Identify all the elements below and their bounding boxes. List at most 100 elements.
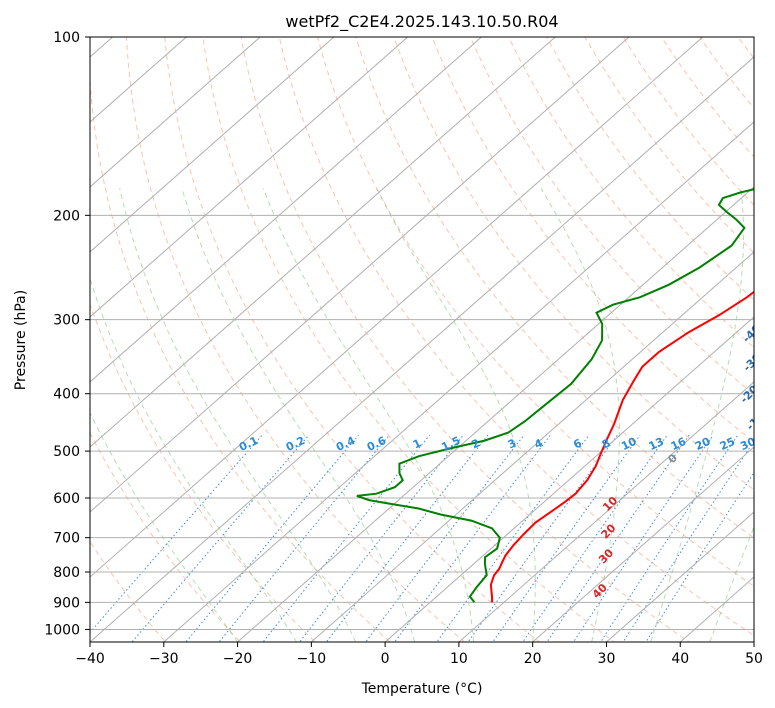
dry-adiabat-label: -50 bbox=[751, 283, 774, 306]
chart-title: wetPf2_C2E4.2025.143.10.50.R04 bbox=[285, 12, 558, 32]
isotherm-line bbox=[90, 37, 557, 448]
moist-adiabat-label: 10 bbox=[600, 494, 620, 514]
moist-adiabat-label: 30 bbox=[596, 546, 616, 566]
mixing-ratio-label: 25 bbox=[718, 435, 737, 453]
moist-adiabat-line bbox=[650, 188, 745, 642]
isotherm-line bbox=[90, 37, 261, 188]
mixing-ratio-line bbox=[90, 434, 263, 634]
dry-adiabat-line bbox=[90, 74, 391, 642]
plot-frame bbox=[89, 36, 755, 643]
y-tick-label: 200 bbox=[53, 208, 80, 224]
dry-adiabat-label: -30 bbox=[741, 351, 764, 374]
mixing-ratio-line bbox=[522, 434, 668, 642]
mixing-ratio-line bbox=[572, 434, 714, 642]
dry-adiabat-line bbox=[756, 10, 775, 654]
isotherm-line bbox=[236, 186, 754, 642]
mixing-ratio-line bbox=[365, 434, 525, 642]
moist-adiabat-label: 40 bbox=[590, 581, 610, 601]
y-tick-label: 400 bbox=[53, 387, 80, 403]
x-axis-label: Temperature (°C) bbox=[361, 681, 483, 697]
x-tick-label: 20 bbox=[524, 651, 542, 667]
mixing-ratio-label: 3 bbox=[506, 436, 518, 451]
mixing-ratio-label: 1 bbox=[411, 436, 423, 451]
x-tick-label: −30 bbox=[149, 651, 179, 667]
x-tick-label: −40 bbox=[75, 651, 105, 667]
isotherm-line bbox=[90, 37, 483, 383]
mixing-ratio-line bbox=[622, 440, 754, 642]
mixing-ratio-line bbox=[436, 434, 590, 642]
background-lines bbox=[90, 10, 775, 654]
mixing-ratio-label: 2 bbox=[470, 436, 482, 451]
dry-adiabat-line bbox=[469, 37, 754, 396]
dewpoint-profile-line bbox=[356, 188, 754, 603]
isotherm-line bbox=[531, 446, 754, 642]
mixing-ratio-line bbox=[325, 434, 489, 642]
y-tick-label: 900 bbox=[53, 595, 80, 611]
mixing-ratio-line bbox=[185, 434, 359, 642]
isotherm-line bbox=[90, 37, 188, 123]
isotherm-line bbox=[310, 251, 754, 642]
moist-adiabat-label: 20 bbox=[599, 521, 619, 541]
y-tick-label: 300 bbox=[53, 313, 80, 329]
moist-adiabat-line bbox=[119, 188, 357, 642]
y-axis-label: Pressure (hPa) bbox=[13, 290, 29, 390]
mixing-ratio-line bbox=[218, 434, 390, 642]
dry-adiabat-line bbox=[164, 37, 541, 642]
mixing-ratio-label: 20 bbox=[693, 435, 713, 453]
dry-adiabat-line bbox=[202, 37, 616, 642]
mixing-ratio-label: 36 bbox=[759, 435, 775, 453]
dry-adiabat-line bbox=[90, 431, 241, 642]
x-tick-label: −10 bbox=[297, 651, 327, 667]
dry-adiabat-line bbox=[660, 37, 754, 158]
isotherm-line bbox=[90, 37, 704, 578]
mixing-ratio-label: 4 bbox=[532, 436, 545, 451]
isotherm-line bbox=[90, 37, 630, 513]
moist-adiabat-line bbox=[540, 187, 620, 642]
y-tick-label: 100 bbox=[53, 30, 80, 46]
dry-adiabat-label: -20 bbox=[738, 383, 761, 406]
x-tick-label: 0 bbox=[381, 651, 390, 667]
dry-adiabat-label: -60 bbox=[769, 235, 775, 258]
dry-adiabat-line bbox=[90, 540, 167, 642]
moist-adiabat-line bbox=[90, 411, 238, 642]
temperature-profile-line bbox=[489, 290, 754, 603]
mixing-ratio-line bbox=[546, 434, 690, 642]
x-tick-label: 30 bbox=[598, 651, 616, 667]
dry-adiabat-line bbox=[355, 37, 754, 539]
dry-adiabat-line bbox=[125, 37, 466, 642]
moist-adiabat-line bbox=[376, 187, 536, 642]
moist-adiabat-line bbox=[262, 188, 475, 642]
dry-adiabat-line bbox=[278, 37, 754, 637]
isotherm-line bbox=[384, 316, 754, 642]
profile-lines bbox=[356, 188, 754, 603]
isotherm-line bbox=[90, 37, 335, 253]
grid-lines bbox=[90, 37, 754, 642]
moist-adiabat-line bbox=[181, 188, 416, 642]
isotherm-line bbox=[90, 56, 754, 642]
isotherm-line bbox=[163, 121, 754, 642]
mixing-ratio-line bbox=[492, 434, 641, 642]
y-tick-label: 800 bbox=[53, 565, 80, 581]
x-axis-ticks: −40 −30 −20 −10 0 10 20 30 40 50 bbox=[75, 642, 763, 667]
x-tick-label: 10 bbox=[450, 651, 468, 667]
x-tick-label: −20 bbox=[223, 651, 253, 667]
dry-adiabat-line bbox=[393, 37, 754, 491]
isotherm-line bbox=[90, 37, 409, 318]
mixing-ratio-line bbox=[600, 434, 739, 642]
moist-adiabat-line bbox=[709, 525, 754, 642]
dry-adiabat-line bbox=[546, 37, 754, 301]
y-tick-label: 600 bbox=[53, 491, 80, 507]
x-tick-label: 40 bbox=[671, 651, 689, 667]
y-tick-label: 700 bbox=[53, 531, 80, 547]
x-tick-label: 50 bbox=[745, 651, 763, 667]
line-labels: 0.10.20.40.611.52346810131620253036-100-… bbox=[237, 235, 775, 601]
mixing-ratio-line bbox=[645, 471, 754, 642]
dry-adiabat-label: -10 bbox=[744, 410, 767, 433]
moist-adiabat-line bbox=[90, 276, 298, 642]
y-axis-ticks: 100 200 300 400 500 600 700 800 900 1000 bbox=[44, 30, 90, 638]
mixing-ratio-line bbox=[131, 434, 310, 642]
isotherm-line bbox=[458, 381, 754, 642]
mixing-ratio-line bbox=[467, 434, 618, 642]
y-tick-label: 500 bbox=[53, 444, 80, 460]
